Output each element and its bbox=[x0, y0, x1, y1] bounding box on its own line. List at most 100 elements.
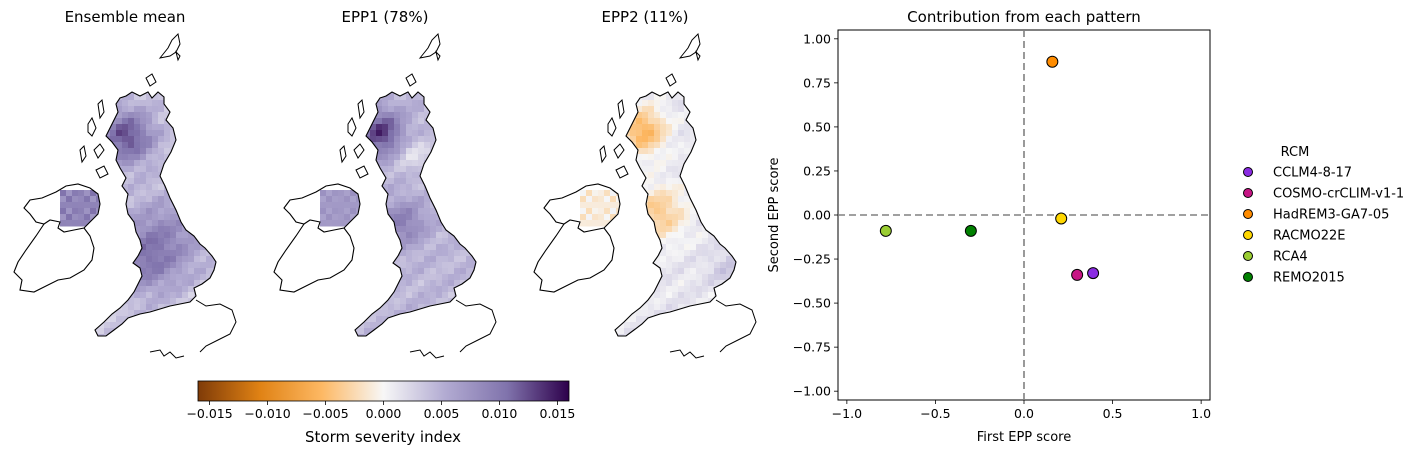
y-tick-label: −0.50 bbox=[793, 296, 831, 311]
x-tick-label: −1.0 bbox=[832, 406, 862, 421]
island-outline bbox=[158, 32, 181, 59]
island-outline bbox=[405, 73, 417, 87]
island-outline bbox=[617, 98, 625, 120]
island-outline bbox=[418, 32, 441, 59]
colorbar-tick-label: 0.015 bbox=[540, 406, 576, 421]
legend-title: RCM bbox=[1281, 145, 1310, 160]
scatter-points bbox=[879, 55, 1100, 281]
colorbar-gradient bbox=[197, 380, 570, 402]
y-axis-label: Second EPP score bbox=[767, 158, 782, 273]
island-outline bbox=[175, 50, 181, 62]
legend-entry-label: CCLM4-8-17 bbox=[1273, 166, 1352, 181]
scatter-point bbox=[1046, 55, 1059, 68]
x-axis-label: First EPP score bbox=[977, 430, 1071, 445]
y-axis-ticks: 1.00 0.75 0.50 0.25 0.00 −0.25 −0.50 −0.75 −1.00 bbox=[793, 31, 838, 399]
y-tick-label: −0.25 bbox=[793, 252, 831, 267]
y-tick-label: 0.25 bbox=[803, 163, 831, 178]
island-outline bbox=[347, 116, 357, 137]
legend-entry-label: RACMO22E bbox=[1273, 229, 1345, 244]
map-panel-epp2: EPP2 (11%) bbox=[533, 8, 757, 359]
legend-entry-label: COSMO-crCLIM-v1-1 bbox=[1273, 187, 1404, 202]
legend: RCM CCLM4-8-17 COSMO-crCLIM-v1-1 HadREM3-G… bbox=[1243, 145, 1404, 286]
colorbar-tick-label: −0.015 bbox=[186, 406, 232, 421]
island-outline bbox=[355, 165, 369, 179]
y-tick-label: 0.00 bbox=[803, 208, 831, 223]
island-outline bbox=[357, 98, 365, 120]
chart-title: Contribution from each pattern bbox=[907, 8, 1141, 26]
map-title: EPP1 (78%) bbox=[342, 8, 429, 26]
map-title: Ensemble mean bbox=[65, 8, 186, 26]
x-axis-ticks: −1.0 −0.5 0.0 0.5 1.0 bbox=[832, 400, 1211, 421]
coast-fragment bbox=[669, 349, 705, 359]
ireland-coastline bbox=[543, 183, 621, 233]
island-outline bbox=[93, 143, 105, 159]
scatter-point bbox=[1055, 212, 1068, 225]
x-tick-label: −0.5 bbox=[920, 406, 950, 421]
coast-fragment bbox=[195, 299, 237, 353]
legend-marker bbox=[1243, 272, 1253, 282]
island-outline bbox=[435, 50, 441, 62]
ireland-coastline bbox=[23, 183, 101, 233]
colorbar-tick-label: 0.000 bbox=[366, 406, 402, 421]
scatter-point bbox=[1071, 268, 1084, 281]
legend-entry-label: RCA4 bbox=[1273, 250, 1308, 265]
colorbar: −0.015 −0.010 −0.005 0.000 0.005 0.010 0.015 S… bbox=[186, 380, 575, 446]
legend-marker bbox=[1243, 251, 1253, 261]
gb-field bbox=[615, 92, 736, 336]
ireland-coastline bbox=[283, 183, 361, 233]
colorbar-tick-label: 0.010 bbox=[482, 406, 518, 421]
legend-marker bbox=[1243, 188, 1253, 198]
legend-marker bbox=[1243, 167, 1253, 177]
coast-fragment bbox=[455, 299, 497, 353]
legend-entry-label: HadREM3-GA7-05 bbox=[1273, 208, 1389, 223]
gb-field bbox=[95, 92, 216, 336]
colorbar-tick-label: 0.005 bbox=[424, 406, 460, 421]
island-outline bbox=[695, 50, 701, 62]
map-panels: Ensemble mean EPP1 (78%) EPP2 (11%) bbox=[13, 8, 757, 359]
island-outline bbox=[79, 144, 87, 164]
island-outline bbox=[87, 116, 97, 137]
x-tick-label: 0.5 bbox=[1103, 406, 1123, 421]
ni-field bbox=[60, 190, 100, 227]
gb-field bbox=[355, 92, 476, 336]
y-tick-label: 0.50 bbox=[803, 119, 831, 134]
scatter-point bbox=[964, 224, 977, 237]
legend-marker bbox=[1243, 230, 1253, 240]
map-title: EPP2 (11%) bbox=[602, 8, 689, 26]
colorbar-label: Storm severity index bbox=[305, 428, 461, 446]
island-outline bbox=[353, 143, 365, 159]
colorbar-tick-label: −0.005 bbox=[302, 406, 348, 421]
scatter-point bbox=[879, 224, 892, 237]
colorbar-ticks: −0.015 −0.010 −0.005 0.000 0.005 0.010 0.015 bbox=[186, 401, 575, 421]
ireland-south-coastline bbox=[13, 223, 95, 293]
legend-entry-label: REMO2015 bbox=[1273, 271, 1345, 286]
island-outline bbox=[615, 165, 629, 179]
ni-field bbox=[580, 190, 620, 227]
coast-fragment bbox=[149, 349, 185, 359]
ireland-south-coastline bbox=[533, 223, 615, 293]
colorbar-tick-label: −0.010 bbox=[244, 406, 290, 421]
island-outline bbox=[665, 73, 677, 87]
map-panel-mean: Ensemble mean bbox=[13, 8, 237, 359]
ireland-south-coastline bbox=[273, 223, 355, 293]
island-outline bbox=[599, 144, 607, 164]
y-tick-label: 0.75 bbox=[803, 75, 831, 90]
y-tick-label: −0.75 bbox=[793, 340, 831, 355]
island-outline bbox=[95, 165, 109, 179]
island-outline bbox=[607, 116, 617, 137]
island-outline bbox=[339, 144, 347, 164]
island-outline bbox=[145, 73, 157, 87]
coast-fragment bbox=[715, 299, 757, 353]
map-panel-epp1: EPP1 (78%) bbox=[273, 8, 497, 359]
y-tick-label: −1.00 bbox=[793, 384, 831, 399]
scatter-point bbox=[1087, 267, 1100, 280]
legend-marker bbox=[1243, 209, 1253, 219]
island-outline bbox=[678, 32, 701, 59]
island-outline bbox=[97, 98, 105, 120]
ni-field bbox=[320, 190, 360, 227]
coast-fragment bbox=[409, 349, 445, 359]
x-tick-label: 1.0 bbox=[1191, 406, 1211, 421]
island-outline bbox=[613, 143, 625, 159]
scatter-chart: Contribution from each pattern −1.0 −0.5 0… bbox=[767, 8, 1404, 445]
